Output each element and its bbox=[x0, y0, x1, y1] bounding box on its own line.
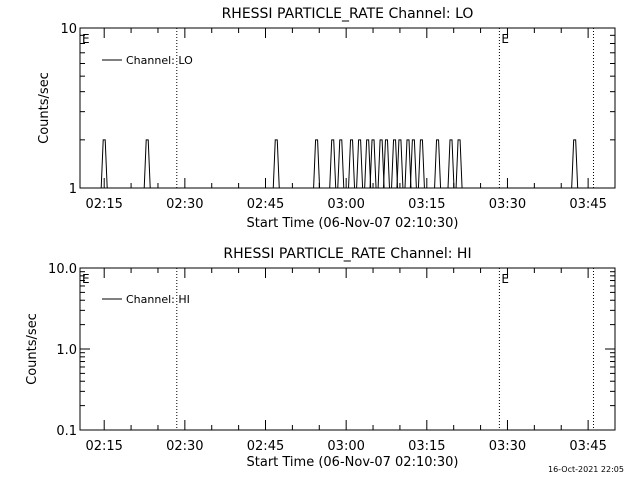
x-tick-label: 02:45 bbox=[247, 197, 284, 212]
legend: Channel: HI bbox=[102, 293, 190, 306]
data-spike bbox=[391, 139, 399, 189]
x-tick-label: 03:30 bbox=[489, 439, 526, 454]
chart-panel-2: RHESSI PARTICLE_RATE Channel: HI Start Ti… bbox=[25, 246, 616, 470]
y-tick-label: 1.0 bbox=[56, 343, 77, 358]
data-spike bbox=[447, 139, 455, 189]
y-axis-label: Counts/sec bbox=[37, 72, 52, 144]
data-spike bbox=[356, 139, 364, 189]
x-tick-label: 03:30 bbox=[489, 197, 526, 212]
x-tick-label: 03:45 bbox=[569, 197, 606, 212]
y-tick-label: 10 bbox=[60, 22, 77, 37]
data-spike bbox=[377, 139, 385, 189]
x-tick-label: 03:00 bbox=[327, 197, 364, 212]
data-spike bbox=[313, 139, 321, 189]
y-tick-label: 1 bbox=[69, 182, 77, 197]
event-marker-label: E bbox=[82, 32, 90, 46]
data-spike bbox=[571, 139, 579, 189]
chart-panel-1: RHESSI PARTICLE_RATE Channel: LO Start Ti… bbox=[37, 6, 616, 231]
x-tick-label: 02:30 bbox=[166, 439, 203, 454]
y-tick-label: 10.0 bbox=[48, 262, 77, 277]
plot-frame bbox=[79, 27, 616, 189]
x-tick-label: 03:15 bbox=[408, 439, 445, 454]
data-spike bbox=[369, 139, 377, 189]
x-axis-label: Start Time (06-Nov-07 02:10:30) bbox=[247, 455, 459, 470]
data-spike bbox=[272, 139, 280, 189]
x-tick-label: 02:15 bbox=[85, 439, 122, 454]
data-spike bbox=[409, 139, 417, 189]
data-spike bbox=[348, 139, 356, 189]
event-marker-label: E bbox=[501, 272, 509, 286]
chart-title: RHESSI PARTICLE_RATE Channel: LO bbox=[222, 6, 474, 22]
x-axis-label: Start Time (06-Nov-07 02:10:30) bbox=[247, 216, 459, 231]
legend-entry: Channel: HI bbox=[126, 293, 190, 306]
generation-timestamp: 16-Oct-2021 22:05 bbox=[548, 465, 624, 474]
data-spike bbox=[337, 139, 345, 189]
data-spike bbox=[396, 139, 404, 189]
data-spike bbox=[364, 139, 372, 189]
legend-entry: Channel: LO bbox=[126, 54, 193, 67]
legend: Channel: LO bbox=[102, 54, 193, 67]
x-tick-label: 02:45 bbox=[247, 439, 284, 454]
x-tick-label: 02:30 bbox=[166, 197, 203, 212]
data-spike bbox=[382, 139, 390, 189]
data-spike bbox=[455, 139, 463, 189]
data-spike bbox=[404, 139, 412, 189]
data-spike bbox=[329, 139, 337, 189]
event-marker-label: E bbox=[501, 32, 509, 46]
data-spike bbox=[100, 139, 108, 189]
x-tick-label: 03:00 bbox=[327, 439, 364, 454]
event-marker-label: E bbox=[82, 272, 90, 286]
data-spike bbox=[143, 139, 151, 189]
x-tick-label: 02:15 bbox=[85, 197, 122, 212]
y-tick-label: 0.1 bbox=[56, 424, 77, 439]
x-tick-label: 03:45 bbox=[569, 439, 606, 454]
y-axis-label: Counts/sec bbox=[25, 313, 40, 385]
chart-title: RHESSI PARTICLE_RATE Channel: HI bbox=[223, 246, 471, 262]
data-spike bbox=[434, 139, 442, 189]
x-tick-label: 03:15 bbox=[408, 197, 445, 212]
data-spike bbox=[417, 139, 425, 189]
